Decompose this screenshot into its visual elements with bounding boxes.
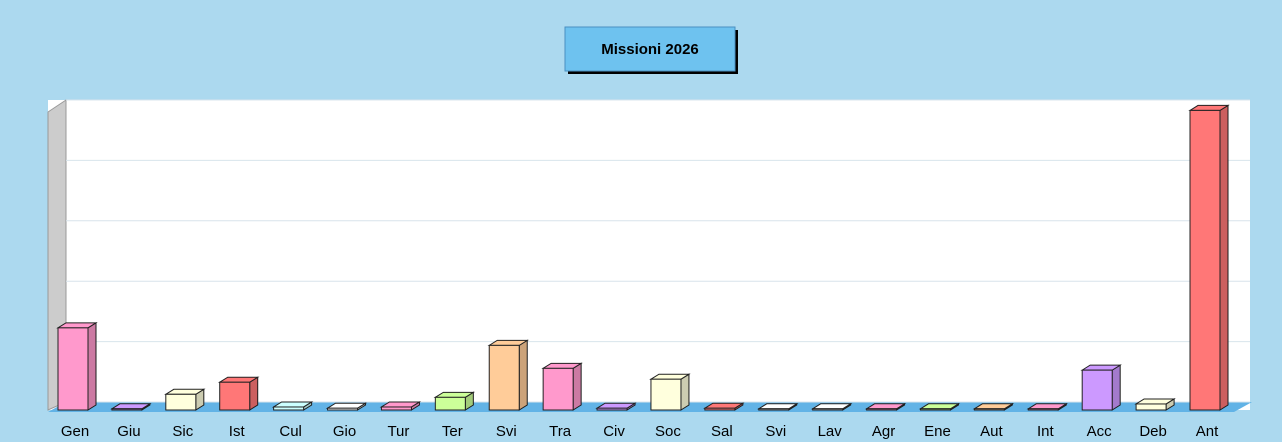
bar	[1027, 408, 1059, 411]
bar	[57, 327, 89, 411]
bar-side	[87, 321, 97, 411]
plot-area	[48, 100, 1250, 410]
x-tick-label: Deb	[1139, 423, 1167, 440]
bar	[1135, 403, 1167, 411]
bar-side	[249, 376, 259, 411]
bar-side	[518, 339, 528, 411]
bar	[1081, 369, 1113, 411]
x-tick-label: Tur	[387, 423, 409, 440]
x-tick-label: Lav	[818, 423, 843, 440]
x-tick-label: Agr	[872, 423, 895, 440]
x-tick-label: Gen	[61, 423, 89, 440]
bar-side	[680, 373, 690, 411]
bar	[596, 407, 628, 411]
x-tick-label: Tra	[549, 423, 572, 440]
title-box	[564, 26, 736, 72]
x-tick-label: Svi	[496, 423, 517, 440]
bar	[812, 408, 844, 411]
bar	[111, 408, 143, 411]
bar	[380, 406, 412, 411]
bar	[273, 406, 305, 411]
x-tick-label: Aut	[980, 423, 1003, 440]
bar-side	[572, 362, 582, 411]
bar	[542, 367, 574, 411]
x-tick-label: Acc	[1087, 423, 1113, 440]
bar	[434, 396, 466, 411]
bar	[866, 408, 898, 411]
x-tick-label: Ter	[442, 423, 463, 440]
x-tick-label: Cul	[279, 423, 302, 440]
x-tick-label: Ist	[229, 423, 246, 440]
x-tick-label: Ant	[1196, 423, 1219, 440]
x-tick-label: Ene	[924, 423, 951, 440]
bar-side	[1219, 104, 1229, 411]
bar	[758, 408, 790, 411]
bar	[165, 393, 197, 411]
bar-side	[1111, 364, 1121, 411]
x-tick-label: Gio	[333, 423, 356, 440]
bar	[973, 408, 1005, 411]
bar	[650, 378, 682, 411]
bar	[704, 407, 736, 411]
x-tick-label: Soc	[655, 423, 681, 440]
bar	[919, 408, 951, 411]
chart-title: Missioni 2026	[601, 41, 699, 58]
x-tick-label: Civ	[603, 423, 625, 440]
x-tick-label: Giu	[117, 423, 140, 440]
x-tick-label: Int	[1037, 423, 1055, 440]
bar	[219, 381, 251, 411]
x-tick-label: Svi	[765, 423, 786, 440]
bar	[327, 407, 359, 411]
x-tick-label: Sal	[711, 423, 733, 440]
bar	[488, 344, 520, 411]
x-tick-label: Sic	[172, 423, 193, 440]
bar	[1189, 109, 1221, 411]
